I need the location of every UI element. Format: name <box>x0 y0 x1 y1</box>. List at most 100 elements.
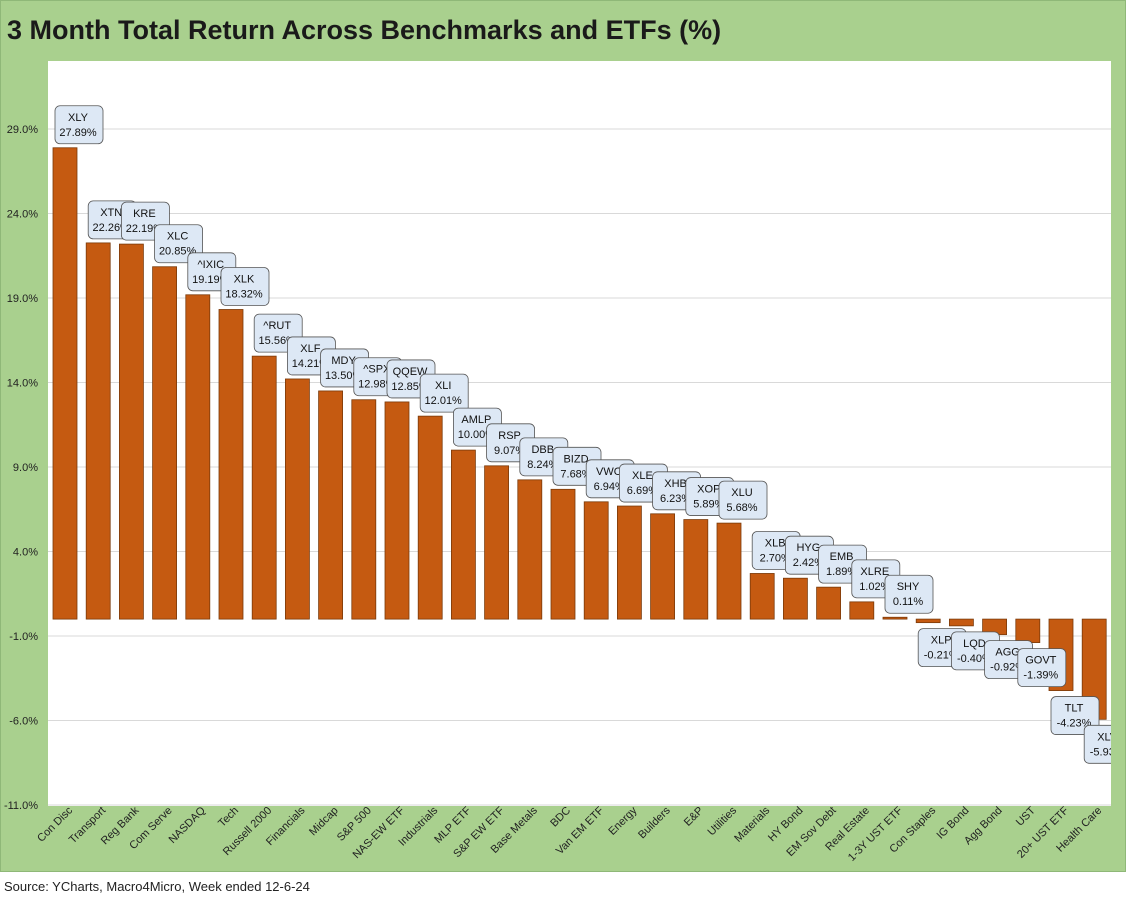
x-tick-label: E&P <box>682 805 706 829</box>
bar-govt <box>1015 618 1041 643</box>
x-tick-label: 1-3Y UST ETF <box>846 804 905 863</box>
y-tick-label: -1.0% <box>9 631 38 643</box>
x-tick-label: UST <box>1014 804 1038 828</box>
data-label-box <box>1050 696 1100 735</box>
x-tick-label: Con Disc <box>35 804 75 844</box>
data-label-ticker: XLE <box>632 470 653 482</box>
x-tick-label: NAS-EW ETF <box>351 804 408 861</box>
data-label-ticker: AGG <box>995 647 1019 659</box>
bar-xle <box>617 505 642 620</box>
data-label-ticker: MDY <box>331 355 356 367</box>
bar-xtn <box>85 242 111 620</box>
data-label-ticker: DBB <box>531 444 554 456</box>
x-tick-label: Van EM ETF <box>554 804 607 857</box>
data-label-ticker: KRE <box>133 208 156 220</box>
x-tick-label: 20+ UST ETF <box>1015 804 1071 860</box>
bar-mdy <box>318 390 344 620</box>
data-label-value: -4.23% <box>1057 718 1092 730</box>
x-tick-label: MLP ETF <box>432 804 473 845</box>
x-tick-label: Energy <box>606 804 639 837</box>
data-label-value: 0.11% <box>893 596 924 608</box>
data-label: XLY 27.89% <box>54 105 104 145</box>
bar-xop <box>683 519 709 620</box>
source-note: Source: YCharts, Macro4Micro, Week ended… <box>4 879 310 894</box>
x-tick-label: EM Sov Debt <box>784 805 838 859</box>
x-tick-label: Base Metals <box>489 804 541 856</box>
data-label-ticker: ^RUT <box>263 320 291 332</box>
x-tick-label: Transport <box>67 805 108 846</box>
data-label-value: 20.85% <box>159 246 197 258</box>
data-label-ticker: TLT <box>1065 703 1084 715</box>
data-label-value: 9.07% <box>494 445 525 457</box>
y-tick-label: 24.0% <box>7 209 38 221</box>
x-tick-label: Industrials <box>396 804 440 848</box>
data-label-value: 6.94% <box>594 481 625 493</box>
data-label: SHY 0.11% <box>884 574 934 614</box>
data-label: XLI 12.01% <box>419 373 469 413</box>
data-label-ticker: XLI <box>435 380 452 392</box>
data-label-ticker: LQD <box>963 638 986 650</box>
x-tick-label: Tech <box>216 805 241 830</box>
data-label: TLT -4.23% <box>1050 696 1100 735</box>
data-label-value: 22.26% <box>93 222 131 234</box>
x-tick-label: Con Staples <box>887 804 938 855</box>
data-label: XLV -5.93% <box>1083 724 1111 764</box>
x-tick-label: HY Bond <box>766 805 805 844</box>
data-label-value: 1.02% <box>859 581 890 593</box>
data-label-box <box>1083 724 1111 764</box>
data-label-ticker: XLRE <box>860 566 889 578</box>
y-tick-label: 9.0% <box>13 462 38 474</box>
data-label-value: 7.68% <box>560 468 591 480</box>
x-tick-label: Real Estate <box>823 805 872 854</box>
y-axis-ticks: 29.0% 24.0% 19.0% 14.0% 9.0% 4.0% -1.0% -6.0% -1… <box>4 124 38 812</box>
data-label-box <box>419 373 469 413</box>
data-label-ticker: QQEW <box>393 366 428 378</box>
data-label-box <box>1017 648 1067 687</box>
data-label-ticker: XLP <box>931 635 952 647</box>
data-label-value: -0.21% <box>924 650 959 662</box>
y-tick-label: 19.0% <box>7 293 38 305</box>
x-tick-label: NASDAQ <box>167 804 209 846</box>
data-label-value: 12.01% <box>425 395 463 407</box>
data-label-value: 22.19% <box>126 223 164 235</box>
bar-xli <box>417 415 443 620</box>
bar-xlk <box>218 309 244 620</box>
data-label-ticker: XLV <box>1097 731 1111 743</box>
bar-chart: XLY 27.89% XTN 22.26%KRE 22.19%XLC 20.85%^IXI… <box>48 105 1111 806</box>
y-tick-label: 29.0% <box>7 124 38 136</box>
x-tick-label: Reg Bank <box>99 804 142 847</box>
data-label-ticker: GOVT <box>1025 655 1056 667</box>
x-tick-label: Midcap <box>307 805 341 839</box>
plot-area: XLY 27.89% XTN 22.26% KRE 22.19% XLC 20.85% ^IXI… <box>48 61 1111 806</box>
bar-qqew <box>384 401 410 620</box>
data-label-value: 5.68% <box>726 502 757 514</box>
y-tick-label: -6.0% <box>9 716 38 728</box>
y-tick-label: 4.0% <box>13 547 38 559</box>
data-label: XLU 5.68% <box>718 480 768 520</box>
data-label-ticker: XOP <box>697 484 720 496</box>
y-tick-label: 14.0% <box>7 378 38 390</box>
data-label-value: 6.69% <box>627 485 658 497</box>
data-label: KRE 22.19% <box>121 201 170 241</box>
data-label-value: 12.98% <box>358 379 396 391</box>
bar-xlre <box>849 601 875 620</box>
data-label-value: 1.89% <box>826 566 857 578</box>
x-tick-label: BDC <box>548 805 573 830</box>
x-tick-label: Health Care <box>1054 805 1104 855</box>
bar-xhb <box>650 513 675 620</box>
x-tick-label: Financials <box>264 804 308 848</box>
bar-xlu <box>716 522 742 620</box>
data-label-value: 5.89% <box>693 499 724 511</box>
data-label-value: 2.42% <box>793 557 824 569</box>
data-label-value: 13.50% <box>325 370 363 382</box>
x-tick-label: Materials <box>732 804 772 844</box>
data-label: ^IXIC 19.19% <box>187 252 237 292</box>
x-tick-label: Russell 2000 <box>221 805 274 858</box>
bar-rsp <box>484 465 510 620</box>
data-label-ticker: ^SPX <box>363 364 391 376</box>
data-label-value: 18.32% <box>225 288 263 300</box>
data-label-box <box>884 574 934 614</box>
data-label-ticker: VWO <box>596 466 623 478</box>
bar-dbb <box>517 479 543 620</box>
